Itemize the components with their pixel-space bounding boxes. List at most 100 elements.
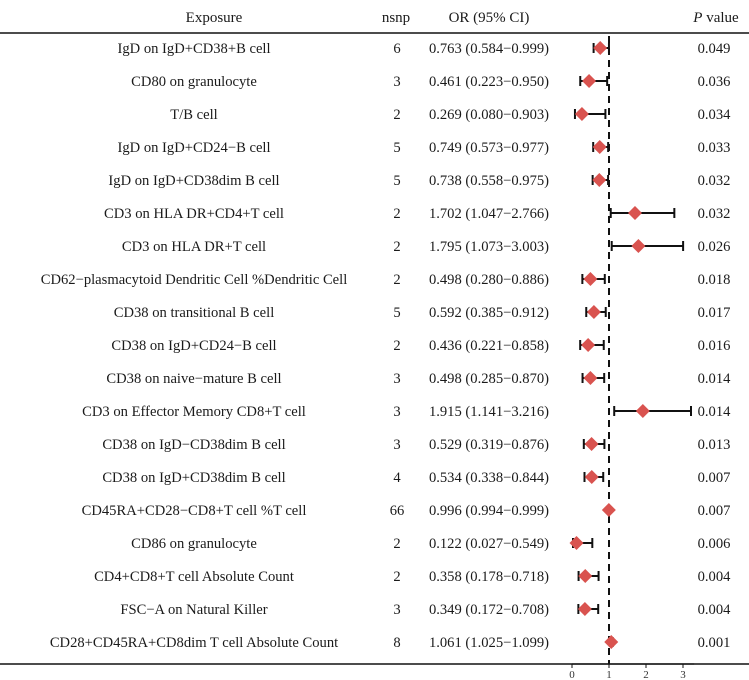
exposure-label: CD3 on Effector Memory CD8+T cell [82, 404, 306, 420]
or-ci-value: 0.749 (0.573−0.977) [429, 140, 549, 156]
header-p-rest: value [702, 10, 739, 26]
table-row: CD38 on IgD+CD24−B cell 2 0.436 (0.221−0.8… [111, 338, 730, 354]
table-row: CD38 on naive−mature B cell 3 0.498 (0.285… [106, 371, 731, 387]
exposure-label: CD38 on transitional B cell [114, 305, 275, 321]
p-value: 0.006 [698, 536, 731, 552]
exposure-label: IgD on IgD+CD38+B cell [117, 41, 270, 57]
exposure-label: IgD on IgD+CD24−B cell [117, 140, 270, 156]
p-value: 0.034 [698, 107, 732, 123]
nsnp-value: 5 [393, 140, 400, 156]
table-row: FSC−A on Natural Killer 3 0.349 (0.172−0.7… [120, 602, 731, 618]
nsnp-value: 2 [393, 272, 400, 288]
nsnp-value: 2 [393, 569, 400, 585]
or-ci-value: 0.358 (0.178−0.718) [429, 569, 549, 585]
exposure-label: CD80 on granulocyte [131, 74, 257, 90]
or-ci-value: 1.061 (1.025−1.099) [429, 635, 549, 651]
table-rows: IgD on IgD+CD38+B cell 6 0.763 (0.584−0.99… [41, 41, 731, 651]
table-row: CD38 on transitional B cell 5 0.592 (0.385… [114, 305, 731, 321]
or-point [583, 272, 598, 286]
nsnp-value: 5 [393, 173, 400, 189]
exposure-label: CD45RA+CD28−CD8+T cell %T cell [82, 503, 307, 519]
or-point [592, 140, 607, 154]
exposure-label: FSC−A on Natural Killer [120, 602, 267, 618]
nsnp-value: 5 [393, 305, 400, 321]
exposure-label: CD38 on IgD+CD24−B cell [111, 338, 276, 354]
p-value: 0.004 [698, 569, 732, 585]
or-point [584, 437, 599, 451]
or-ci-value: 0.498 (0.280−0.886) [429, 272, 549, 288]
nsnp-value: 2 [393, 107, 400, 123]
p-value: 0.036 [698, 74, 731, 90]
p-value: 0.033 [698, 140, 731, 156]
table-row: IgD on IgD+CD38dim B cell 5 0.738 (0.558−0… [108, 173, 730, 189]
header-p-value: P value [692, 10, 739, 26]
p-value: 0.004 [698, 602, 732, 618]
p-value: 0.007 [698, 470, 731, 486]
or-point [604, 635, 619, 649]
exposure-label: CD28+CD45RA+CD8dim T cell Absolute Count [50, 635, 338, 651]
x-tick-label: 3 [680, 669, 686, 680]
x-tick-label: 2 [643, 669, 649, 680]
nsnp-value: 2 [393, 206, 400, 222]
p-value: 0.032 [698, 206, 731, 222]
or-point [592, 173, 607, 187]
nsnp-value: 8 [393, 635, 400, 651]
nsnp-value: 2 [393, 536, 400, 552]
or-point [583, 371, 598, 385]
exposure-label: CD38 on IgD−CD38dim B cell [102, 437, 285, 453]
nsnp-value: 2 [393, 338, 400, 354]
or-ci-value: 1.915 (1.141−3.216) [429, 404, 549, 420]
p-value: 0.018 [698, 272, 731, 288]
or-point [582, 74, 597, 88]
p-value: 0.014 [698, 371, 732, 387]
p-value: 0.013 [698, 437, 731, 453]
or-ci-value: 0.529 (0.319−0.876) [429, 437, 549, 453]
forest-marks [569, 36, 692, 664]
table-row: IgD on IgD+CD24−B cell 5 0.749 (0.573−0.97… [117, 140, 730, 156]
table-row: CD3 on HLA DR+CD4+T cell 2 1.702 (1.047−2.… [104, 206, 730, 222]
or-ci-value: 0.738 (0.558−0.975) [429, 173, 549, 189]
or-ci-value: 1.795 (1.073−3.003) [429, 239, 549, 255]
table-row: CD4+CD8+T cell Absolute Count 2 0.358 (0.1… [94, 569, 731, 585]
exposure-label: CD4+CD8+T cell Absolute Count [94, 569, 294, 585]
or-point [581, 338, 596, 352]
exposure-label: CD86 on granulocyte [131, 536, 257, 552]
or-point [586, 305, 601, 319]
nsnp-value: 6 [393, 41, 400, 57]
or-point [627, 206, 642, 220]
or-point [569, 536, 584, 550]
exposure-label: CD38 on naive−mature B cell [106, 371, 281, 387]
header-exposure: Exposure [186, 10, 243, 26]
x-tick-label: 0 [569, 669, 575, 680]
or-point [577, 602, 592, 616]
nsnp-value: 3 [393, 602, 400, 618]
header-nsnp: nsnp [382, 10, 410, 26]
x-tick-label: 1 [606, 669, 612, 680]
or-ci-value: 0.996 (0.994−0.999) [429, 503, 549, 519]
header-p-italic: P [692, 10, 702, 26]
or-ci-value: 0.498 (0.285−0.870) [429, 371, 549, 387]
exposure-label: T/B cell [170, 107, 217, 123]
table-row: IgD on IgD+CD38+B cell 6 0.763 (0.584−0.99… [117, 41, 730, 57]
p-value: 0.049 [698, 41, 731, 57]
exposure-label: IgD on IgD+CD38dim B cell [108, 173, 279, 189]
p-value: 0.016 [698, 338, 731, 354]
table-row: CD38 on IgD−CD38dim B cell 3 0.529 (0.319−… [102, 437, 730, 453]
table-row: CD86 on granulocyte 2 0.122 (0.027−0.549) 0… [131, 536, 730, 552]
p-value: 0.032 [698, 173, 731, 189]
table-row: CD28+CD45RA+CD8dim T cell Absolute Count… [50, 635, 731, 651]
nsnp-value: 3 [393, 437, 400, 453]
p-value: 0.014 [698, 404, 732, 420]
nsnp-value: 3 [393, 74, 400, 90]
table-row: CD38 on IgD+CD38dim B cell 4 0.534 (0.338−… [102, 470, 730, 486]
or-ci-value: 0.534 (0.338−0.844) [429, 470, 549, 486]
table-row: CD45RA+CD28−CD8+T cell %T cell 66 0.996 (0… [82, 503, 731, 519]
p-value: 0.026 [698, 239, 731, 255]
p-value: 0.007 [698, 503, 731, 519]
x-axis: 0 1 2 3 [569, 663, 695, 680]
or-ci-value: 0.461 (0.223−0.950) [429, 74, 549, 90]
or-ci-value: 0.763 (0.584−0.999) [429, 41, 549, 57]
nsnp-value: 2 [393, 239, 400, 255]
